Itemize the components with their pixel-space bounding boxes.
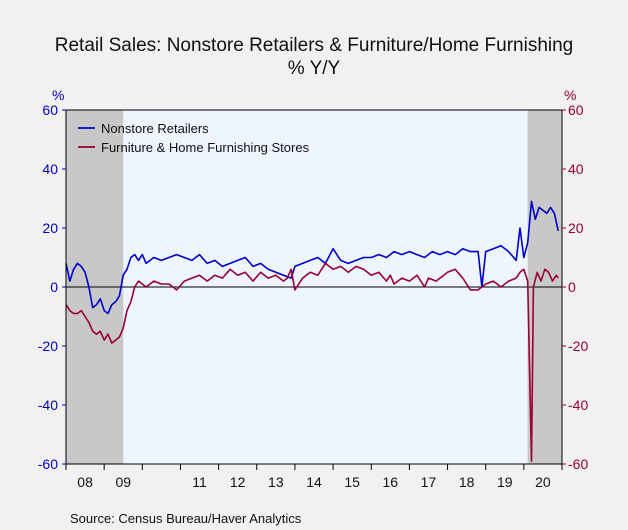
right-tick-label: 20 — [568, 220, 584, 236]
x-tick-label: 09 — [115, 474, 131, 490]
left-tick-label: 20 — [42, 220, 58, 236]
right-tick-label: 60 — [568, 102, 584, 118]
x-tick-label: 16 — [383, 474, 399, 490]
right-axis: 60 40 20 0 -20 -40 -60 — [562, 102, 588, 472]
right-tick-label: 0 — [568, 279, 576, 295]
right-tick-label: -40 — [568, 397, 588, 413]
series-line-0 — [65, 200, 559, 315]
legend-label-1: Furniture & Home Furnishing Stores — [101, 140, 310, 155]
x-tick-label: 15 — [344, 474, 360, 490]
x-axis: 08 09 11 12 13 14 15 16 17 18 19 20 — [65, 464, 563, 490]
left-tick-label: 60 — [42, 102, 58, 118]
series-line-1 — [65, 262, 559, 462]
series-lines-group — [65, 200, 559, 462]
left-tick-label: -60 — [38, 456, 58, 472]
right-tick-label: -20 — [568, 338, 588, 354]
x-tick-label: 14 — [306, 474, 322, 490]
left-tick-label: 40 — [42, 161, 58, 177]
left-axis: 60 40 20 0 -20 -40 -60 — [38, 102, 66, 472]
source-note: Source: Census Bureau/Haver Analytics — [70, 511, 302, 526]
right-tick-label: 40 — [568, 161, 584, 177]
x-tick-label: 13 — [268, 474, 284, 490]
chart-title: Retail Sales: Nonstore Retailers & Furni… — [55, 35, 574, 56]
x-tick-label: 12 — [230, 474, 246, 490]
x-tick-label: 08 — [77, 474, 93, 490]
x-tick-label: 11 — [192, 474, 207, 490]
legend-label-0: Nonstore Retailers — [101, 121, 209, 136]
left-tick-label: 0 — [50, 279, 58, 295]
right-axis-unit: % — [564, 87, 576, 103]
x-tick-label: 17 — [421, 474, 437, 490]
chart-subtitle: % Y/Y — [288, 58, 341, 79]
x-tick-label: 18 — [459, 474, 475, 490]
x-tick-label: 19 — [497, 474, 513, 490]
x-tick-label: 20 — [535, 474, 551, 490]
legend: Nonstore Retailers Furniture & Home Furni… — [78, 121, 310, 155]
right-tick-label: -60 — [568, 456, 588, 472]
left-tick-label: -40 — [38, 397, 58, 413]
left-axis-unit: % — [52, 87, 64, 103]
left-tick-label: -20 — [38, 338, 58, 354]
